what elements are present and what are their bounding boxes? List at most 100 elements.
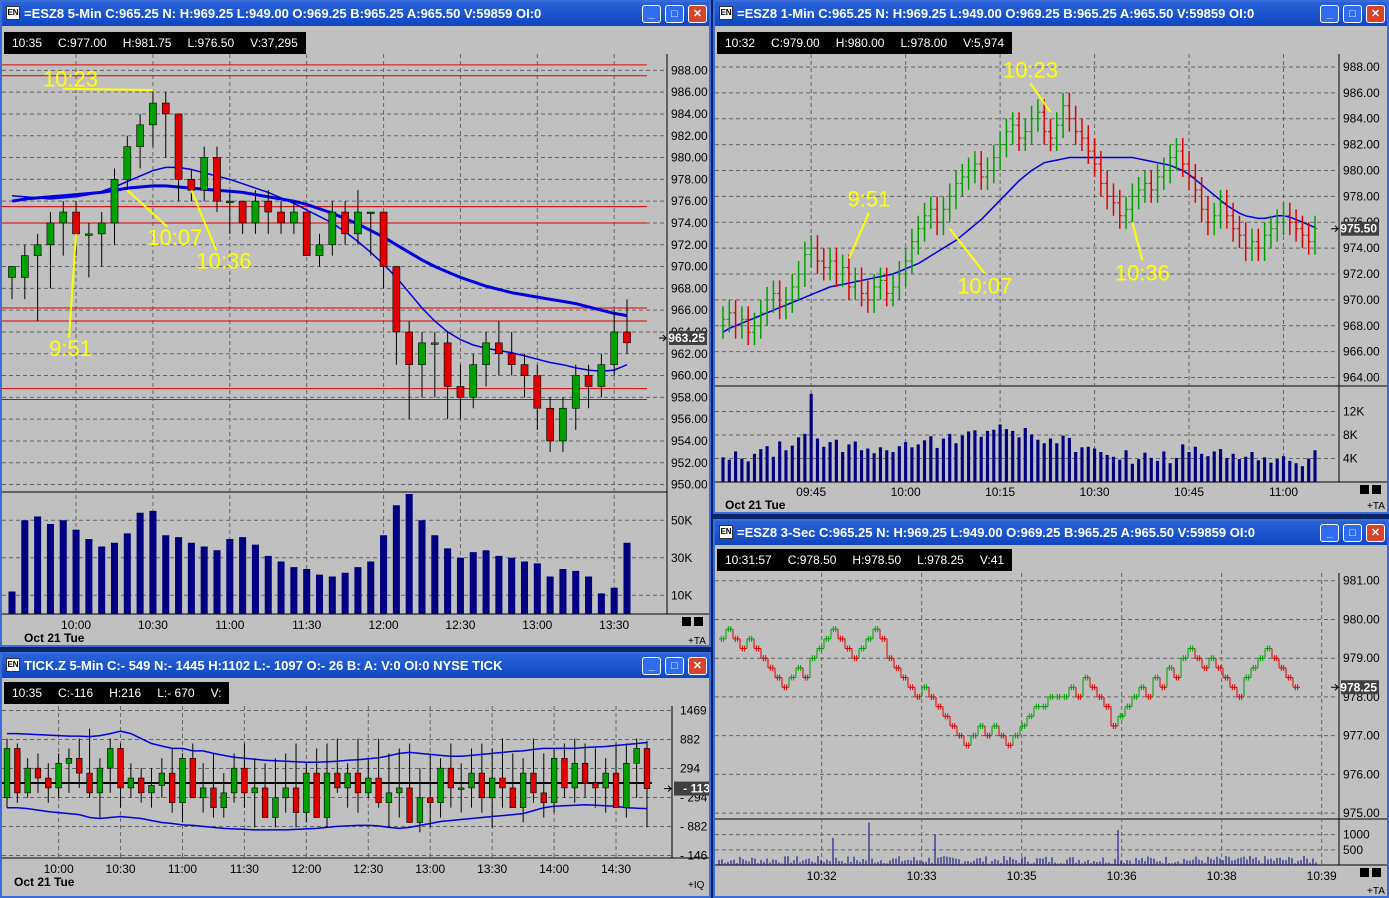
volume-bar (778, 441, 782, 482)
candle (550, 758, 558, 804)
close-button[interactable]: ✕ (1366, 524, 1385, 542)
volume-bar (123, 533, 131, 614)
titlebar[interactable]: EN =ESZ8 5-Min C:965.25 N: H:969.25 L:94… (2, 2, 709, 26)
chart-5min[interactable]: 950.00 952.00 954.00 956.00 958.00 960.00 962.… (2, 26, 709, 645)
volume-bar (891, 452, 895, 482)
readout-high: H:978.50 (852, 553, 902, 567)
readout-volume: V:5,974 (963, 36, 1005, 50)
minimize-button[interactable]: _ (642, 5, 661, 23)
y-tick-label: 972.00 (1343, 267, 1380, 281)
volume-bar (1200, 453, 1204, 482)
close-button[interactable]: ✕ (1366, 5, 1385, 23)
candle (315, 244, 324, 256)
maximize-button[interactable]: □ (1343, 5, 1362, 23)
annotation-line (848, 212, 870, 259)
x-tick-label: 13:00 (522, 618, 552, 632)
volume-bar (354, 567, 362, 614)
volume-bar (1074, 452, 1078, 482)
volume-bar (1288, 460, 1292, 482)
y-tick-label: 978.00 (671, 172, 708, 186)
x-tick-label: 10:00 (61, 618, 91, 632)
scroll-block-icon (1372, 868, 1381, 877)
y-tick-label: 950.00 (671, 478, 708, 492)
window-esz8-5min: EN =ESZ8 5-Min C:965.25 N: H:969.25 L:94… (0, 0, 711, 647)
titlebar[interactable]: EN TICK.Z 5-Min C:- 549 N:- 1445 H:1102 … (2, 654, 709, 678)
y-tick-label: 974.00 (671, 216, 708, 230)
volume-bar (200, 546, 208, 614)
window-title: =ESZ8 5-Min C:965.25 N: H:969.25 L:949.0… (24, 6, 542, 21)
annotation-line (1131, 221, 1144, 261)
readout-time: 10:35 (12, 36, 43, 50)
maximize-button[interactable]: □ (1343, 524, 1362, 542)
volume-bar (1004, 429, 1008, 482)
volume-bar (380, 535, 388, 614)
candle (571, 375, 580, 409)
volume-bar (866, 448, 870, 482)
candle (519, 772, 527, 808)
volume-bar (610, 587, 618, 614)
vol-tick-label: 12K (1343, 405, 1364, 419)
volume-bar (1307, 458, 1311, 482)
chart-3sec[interactable]: 975.00976.00977.00978.00979.00980.00981.… (715, 545, 1387, 896)
minimize-button[interactable]: _ (642, 657, 661, 675)
minimize-button[interactable]: _ (1320, 5, 1339, 23)
volume-bar (985, 430, 990, 482)
candle (189, 758, 196, 799)
last-price-tag-bg (1341, 680, 1379, 695)
candle (633, 748, 640, 764)
window-title: =ESZ8 3-Sec C:965.25 N: H:969.25 L:949.0… (737, 525, 1256, 540)
candle (623, 331, 631, 344)
volume-bar (546, 576, 554, 614)
y-tick-label: - 146 (680, 848, 708, 862)
close-button[interactable]: ✕ (688, 657, 707, 675)
volume-bar (1212, 451, 1216, 482)
volume-bar (1048, 438, 1053, 482)
chart-1min[interactable]: 964.00966.00968.00970.00972.00974.00976.… (715, 26, 1387, 512)
volume-bar (1218, 449, 1223, 482)
minimize-button[interactable]: _ (1320, 524, 1339, 542)
volume-bar (822, 446, 826, 482)
annotation-label: 10:36 (1115, 260, 1170, 285)
titlebar[interactable]: EN =ESZ8 1-Min C:965.25 N: H:969.25 L:94… (715, 2, 1387, 26)
volume-bar (1149, 457, 1153, 482)
volume-bar (482, 550, 490, 614)
volume-bar (1300, 466, 1304, 482)
volume-bar (878, 447, 883, 482)
volume-bar (72, 529, 80, 614)
volume-bar (853, 441, 857, 482)
candle (495, 342, 503, 355)
annotation-label: 10:23 (1003, 57, 1058, 82)
candle (375, 777, 382, 804)
candle (251, 787, 258, 794)
volume-bar (992, 429, 996, 482)
readout-high: H:980.00 (835, 36, 885, 50)
candle (443, 342, 452, 387)
candle (469, 364, 478, 398)
x-tick-label: 10:30 (1080, 485, 1110, 499)
volume-bar (405, 494, 413, 614)
candle (199, 787, 207, 799)
maximize-button[interactable]: □ (665, 657, 684, 675)
readout-high: H:981.75 (122, 36, 172, 50)
y-tick-label: 1469 (680, 703, 707, 717)
x-tick-label: 11:30 (292, 618, 321, 632)
ohlc-readout: 10:32 C:979.00 H:980.00 L:978.00 V:5,974 (717, 32, 1013, 54)
candle (158, 772, 165, 786)
x-tick-label: 12:30 (353, 862, 383, 876)
candle (72, 211, 80, 235)
titlebar[interactable]: EN =ESZ8 3-Sec C:965.25 N: H:969.25 L:94… (715, 521, 1387, 545)
maximize-button[interactable]: □ (665, 5, 684, 23)
volume-bar (790, 445, 794, 482)
volume-bar (1281, 456, 1286, 482)
annotation-line (126, 189, 168, 228)
y-tick-label: 975.00 (1343, 806, 1380, 820)
annotation-label: 9:51 (848, 187, 891, 212)
candle (8, 266, 16, 278)
close-button[interactable]: ✕ (688, 5, 707, 23)
volume-bar (1294, 463, 1298, 482)
candle (520, 364, 529, 376)
volume-bar (1036, 439, 1040, 482)
candle (379, 211, 388, 267)
volume-bar (1275, 459, 1279, 482)
